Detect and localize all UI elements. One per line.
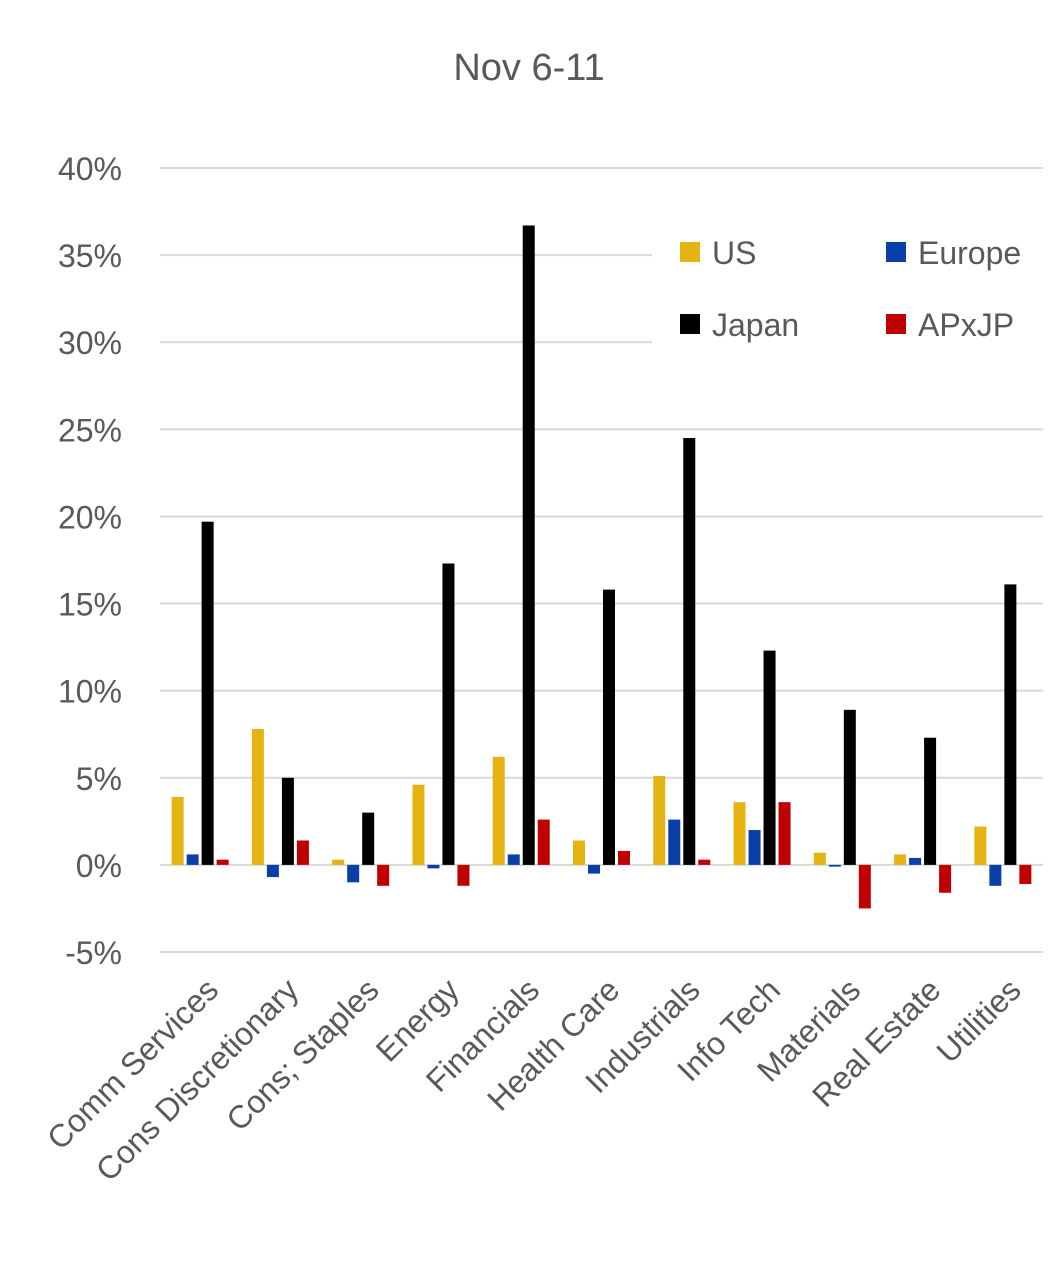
bar-us-comm-services	[171, 796, 184, 865]
y-tick-label: 10%	[58, 674, 122, 710]
bar-apxjp-info-tech	[778, 802, 791, 865]
bar-us-utilities	[974, 826, 987, 865]
y-tick-label: -5%	[65, 935, 122, 971]
bar-japan-cons-staples	[362, 812, 375, 865]
bar-us-health-care	[573, 840, 585, 865]
bar-us-financials	[492, 756, 505, 865]
bar-apxjp-industrials	[698, 859, 711, 865]
bar-japan-health-care	[603, 589, 615, 865]
bar-us-cons-discretionary	[251, 728, 264, 865]
bar-europe-financials	[507, 854, 520, 865]
legend-swatch	[680, 314, 700, 334]
bar-apxjp-utilities	[1019, 864, 1032, 885]
bar-japan-materials	[843, 709, 856, 865]
y-tick-label: 25%	[58, 412, 122, 448]
bar-us-real-estate	[894, 854, 907, 865]
bar-europe-utilities	[989, 864, 1002, 886]
bar-apxjp-cons-discretionary	[296, 840, 309, 865]
y-tick-label: 20%	[58, 499, 122, 535]
bar-europe-real-estate	[909, 857, 922, 865]
bar-apxjp-cons-staples	[377, 864, 390, 886]
bar-japan-comm-services	[201, 521, 214, 865]
bar-us-industrials	[653, 776, 666, 865]
bar-apxjp-materials	[858, 864, 871, 909]
bar-apxjp-energy	[457, 864, 470, 886]
legend-swatch	[886, 242, 906, 262]
bar-apxjp-health-care	[618, 850, 630, 865]
y-tick-label: 35%	[58, 238, 122, 274]
bar-japan-real-estate	[924, 737, 937, 865]
bar-us-materials	[813, 852, 826, 865]
bar-europe-cons-staples	[347, 864, 360, 883]
bar-us-cons-staples	[332, 859, 345, 865]
y-tick-label: 5%	[76, 761, 122, 797]
y-tick-label: 15%	[58, 587, 122, 623]
legend-background	[652, 214, 1054, 364]
bar-europe-cons-discretionary	[266, 864, 279, 878]
bar-japan-cons-discretionary	[281, 777, 294, 865]
bar-japan-industrials	[683, 438, 696, 865]
bar-apxjp-financials	[537, 819, 550, 865]
y-axis-tick-labels: -5% 0% 5% 10% 15% 20% 25% 30% 35% 40%	[58, 151, 122, 971]
y-tick-label: 0%	[76, 848, 122, 884]
bar-us-energy	[412, 784, 425, 865]
bars	[171, 225, 1032, 909]
legend-label: APxJP	[918, 307, 1014, 343]
bar-japan-info-tech	[763, 650, 776, 865]
legend: US Europe Japan APxJP	[652, 214, 1054, 364]
y-tick-label: 40%	[58, 151, 122, 187]
bar-europe-comm-services	[186, 854, 199, 865]
bar-europe-materials	[828, 864, 841, 867]
chart-title: Nov 6-11	[453, 47, 604, 89]
bar-us-info-tech	[733, 802, 746, 865]
bar-europe-energy	[427, 864, 440, 869]
bar-apxjp-real-estate	[939, 864, 952, 893]
bar-japan-energy	[442, 563, 455, 865]
bar-japan-financials	[522, 225, 535, 865]
legend-label: US	[712, 235, 756, 271]
legend-swatch	[886, 314, 906, 334]
bar-europe-industrials	[668, 819, 681, 865]
y-tick-label: 30%	[58, 325, 122, 361]
bar-europe-health-care	[588, 864, 600, 874]
legend-label: Europe	[918, 235, 1021, 271]
legend-label: Japan	[712, 307, 799, 343]
legend-swatch	[680, 242, 700, 262]
x-tick-label: Utilities	[929, 971, 1027, 1069]
bar-apxjp-comm-services	[216, 859, 229, 865]
bar-japan-utilities	[1004, 584, 1017, 865]
bar-europe-info-tech	[748, 830, 761, 865]
